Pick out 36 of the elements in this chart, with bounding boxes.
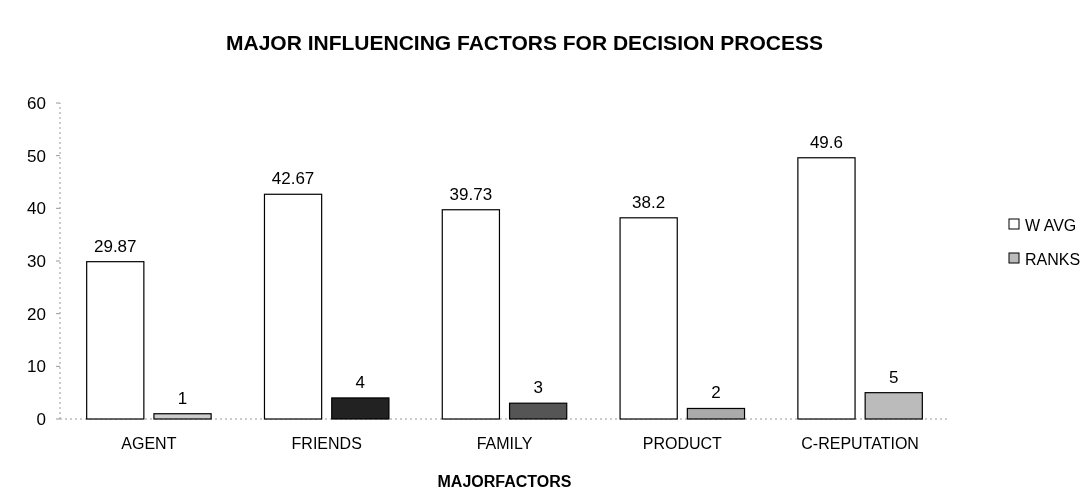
data-label: 42.67 [271, 169, 315, 189]
y-tick-label: 30 [27, 251, 46, 271]
y-tick-label: 10 [27, 357, 46, 377]
y-tick-label: 50 [27, 146, 46, 166]
bar [619, 217, 678, 420]
x-tick-label: FRIENDS [291, 435, 362, 452]
data-label: 2 [711, 383, 721, 403]
data-label: 29.87 [93, 236, 137, 256]
bar [263, 193, 323, 420]
bar [797, 157, 856, 420]
y-tick-label: 0 [36, 409, 46, 429]
x-axis-title: MAJORFACTORS [437, 473, 572, 490]
data-label: 5 [889, 367, 899, 387]
bar [441, 209, 501, 420]
y-tick-label: 60 [27, 93, 46, 113]
data-label: 3 [533, 378, 543, 398]
x-tick-label: C-REPUTATION [801, 435, 919, 452]
bar [864, 392, 923, 420]
legend-label: RANKS [1025, 250, 1081, 268]
data-label: 4 [355, 372, 366, 392]
bar [153, 413, 212, 420]
y-tick-label: 40 [27, 199, 46, 219]
data-label: 1 [177, 388, 188, 408]
y-tick-label: 20 [27, 304, 46, 324]
bar [686, 407, 746, 420]
legend-label: W AVG [1025, 216, 1077, 234]
data-label: 49.6 [809, 132, 844, 152]
data-label: 38.2 [632, 192, 666, 212]
chart-title: MAJOR INFLUENCING FACTORS FOR DECISION PROCESS [226, 31, 823, 54]
x-tick-label: FAMILY [476, 435, 533, 452]
bar [86, 261, 145, 420]
bar [331, 397, 390, 420]
x-tick-label: AGENT [121, 435, 177, 452]
data-label: 39.73 [449, 184, 493, 204]
x-tick-label: PRODUCT [642, 435, 723, 452]
bar [508, 402, 568, 420]
